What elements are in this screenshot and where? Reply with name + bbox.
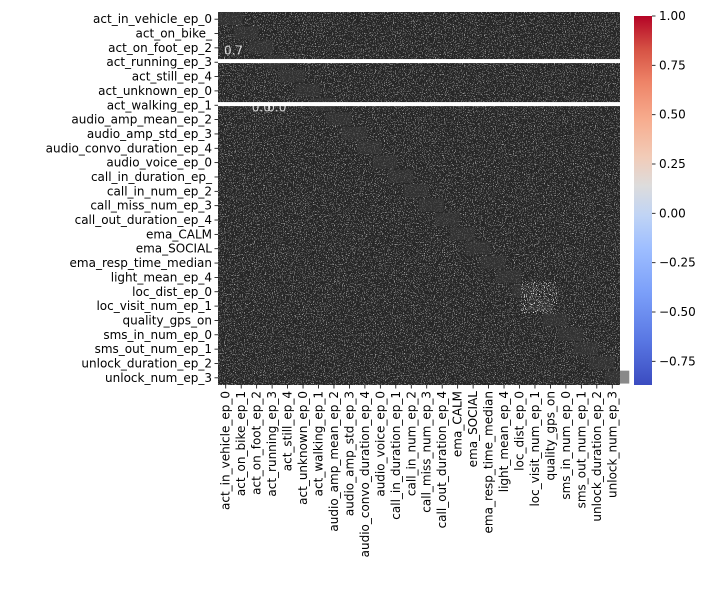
y-tick-label: loc_dist_ep_0 — [132, 285, 212, 299]
annotation-value: 0.0 — [267, 101, 286, 115]
y-tick-label: unlock_num_ep_3 — [105, 371, 212, 385]
x-tick-label: ema_SOCIAL — [466, 391, 480, 468]
x-tick-label: act_walking_ep_1 — [312, 391, 326, 496]
heatmap-cells — [218, 12, 630, 385]
colorbar-tick-label: 0.50 — [659, 108, 686, 122]
x-tick-label: sms_in_num_ep_0 — [559, 391, 573, 500]
x-tick-label: act_running_ep_3 — [265, 391, 279, 497]
colorbar-tick-label: −0.75 — [659, 354, 696, 368]
colorbar-tick-label: 0.25 — [659, 157, 686, 171]
x-tick-label: light_mean_ep_4 — [497, 391, 511, 492]
diagonal-cell — [589, 356, 614, 370]
diagonal-cell — [604, 370, 630, 384]
heatmap-annotations: 0.7 0.00.0 — [224, 43, 286, 114]
x-tick-label: quality_gps_on — [543, 391, 557, 480]
annotation-value: 0.0 — [252, 101, 271, 115]
y-tick-label: audio_voice_ep_0 — [106, 156, 212, 170]
y-tick-label: call_out_duration_ep_4 — [75, 213, 212, 227]
y-tick-label: call_in_num_ep_2 — [107, 184, 212, 198]
y-tick-label: unlock_duration_ep_2 — [81, 357, 212, 371]
diagonal-cell — [558, 327, 583, 341]
diagonal-cell — [434, 212, 460, 226]
diagonal-cell — [419, 198, 444, 212]
y-tick-label: act_in_vehicle_ep_0 — [93, 12, 212, 26]
y-tick-label: loc_visit_num_ep_1 — [96, 299, 212, 313]
diagonal-cell — [449, 227, 475, 241]
x-tick-label: unlock_num_ep_3 — [605, 391, 619, 498]
nan-row-band — [218, 59, 620, 64]
colorbar-tick-label: 0.75 — [659, 58, 686, 72]
diagonal-cell — [573, 341, 599, 355]
x-tick-label: loc_visit_num_ep_1 — [528, 391, 542, 507]
gps-correlation-block — [521, 281, 557, 314]
diagonal-cell — [465, 241, 491, 255]
diagonal-cell — [326, 112, 351, 126]
x-tick-label: call_in_num_ep_2 — [404, 391, 418, 496]
x-axis-ticks: act_in_vehicle_ep_0 act_on_bike_ep_1 act_o… — [219, 385, 619, 557]
annotation-value: 0.7 — [224, 43, 243, 57]
y-tick-label: ema_SOCIAL — [136, 242, 213, 256]
x-tick-label: unlock_duration_ep_2 — [590, 391, 604, 522]
colorbar-tick-label: 0.00 — [659, 206, 686, 220]
colorbar-tick-label: −0.25 — [659, 256, 696, 270]
y-tick-label: act_on_bike_ — [136, 27, 213, 41]
diagonal-cell — [341, 126, 367, 140]
x-tick-label: act_in_vehicle_ep_0 — [219, 391, 233, 510]
y-tick-label: audio_amp_std_ep_3 — [87, 127, 212, 141]
x-tick-label: ema_resp_time_median — [482, 391, 496, 533]
x-tick-label: ema_CALM — [451, 391, 465, 457]
x-tick-label: sms_out_num_ep_1 — [574, 391, 588, 508]
x-tick-label: call_out_duration_ep_4 — [435, 391, 449, 528]
x-tick-label: audio_voice_ep_0 — [373, 391, 387, 497]
y-tick-label: ema_CALM — [146, 227, 212, 241]
x-tick-label: audio_convo_duration_ep_4 — [358, 391, 372, 557]
y-tick-label: light_mean_ep_4 — [111, 270, 212, 284]
x-tick-label: act_still_ep_4 — [281, 391, 295, 471]
y-tick-label: audio_convo_duration_ep_4 — [46, 141, 212, 155]
y-axis-ticks: act_in_vehicle_ep_0act_on_bike_act_on_fo… — [46, 12, 218, 385]
y-tick-label: sms_in_num_ep_0 — [103, 328, 212, 342]
diagonal-cell — [372, 155, 398, 169]
y-tick-label: call_miss_num_ep_3 — [90, 199, 212, 213]
y-tick-label: act_still_ep_4 — [132, 70, 212, 84]
colorbar-tick-label: −0.50 — [659, 305, 696, 319]
y-tick-label: audio_amp_mean_ep_2 — [71, 113, 212, 127]
diagonal-cell — [357, 141, 382, 155]
x-tick-label: call_in_duration_ep_1 — [389, 391, 403, 520]
y-tick-label: act_unknown_ep_0 — [98, 84, 212, 98]
y-tick-label: call_in_duration_ep_ — [91, 170, 213, 184]
diagonal-cell — [542, 313, 568, 327]
y-tick-label: ema_resp_time_median — [70, 256, 212, 270]
x-tick-label: call_miss_num_ep_3 — [420, 391, 434, 513]
colorbar-gradient — [634, 16, 652, 385]
diagonal-cell — [403, 184, 429, 198]
diagonal-cell — [279, 69, 305, 83]
colorbar-tick-label: 1.00 — [659, 9, 686, 23]
y-tick-label: quality_gps_on — [123, 313, 212, 327]
x-tick-label: loc_dist_ep_0 — [513, 391, 527, 471]
colorbar: 1.00 0.75 0.50 0.25 0.00 −0.25 −0.50 −0.75 — [634, 9, 696, 385]
diagonal-cell — [295, 83, 321, 97]
y-tick-label: sms_out_num_ep_1 — [95, 342, 212, 356]
diagonal-cell — [233, 26, 259, 40]
x-tick-label: audio_amp_mean_ep_2 — [327, 391, 341, 532]
diagonal-cell — [496, 270, 522, 284]
diagonal-cell — [480, 255, 506, 269]
nan-row-band — [218, 102, 620, 107]
y-tick-label: act_walking_ep_1 — [107, 98, 212, 112]
x-tick-label: act_on_foot_ep_2 — [250, 391, 264, 495]
x-tick-label: act_unknown_ep_0 — [296, 391, 310, 505]
x-tick-label: audio_amp_std_ep_3 — [342, 391, 356, 516]
diagonal-cell — [388, 169, 413, 183]
diagonal-cell — [248, 40, 274, 54]
y-tick-label: act_on_foot_ep_2 — [108, 41, 212, 55]
x-tick-label: act_on_bike_ep_1 — [234, 391, 248, 496]
y-tick-label: act_running_ep_3 — [106, 55, 212, 69]
diagonal-cell — [218, 12, 243, 25]
